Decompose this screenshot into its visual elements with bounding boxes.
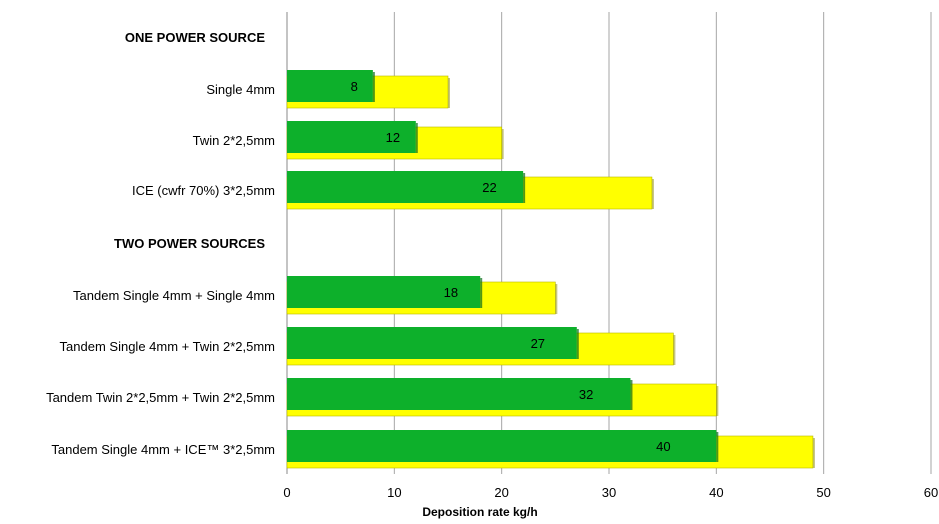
bar-green-shadow bbox=[630, 380, 633, 410]
bar-yellow-shadow bbox=[501, 129, 504, 159]
x-tick-label: 60 bbox=[924, 485, 938, 500]
bar-green bbox=[287, 327, 577, 359]
bars bbox=[286, 70, 815, 469]
data-labels: 8 12 22 18 27 32 40 bbox=[351, 79, 671, 454]
bar-green bbox=[287, 276, 481, 308]
bar-green-shadow bbox=[576, 329, 579, 359]
category-label: Tandem Single 4mm + ICE™ 3*2,5mm bbox=[51, 442, 275, 457]
category-labels: ONE POWER SOURCE Single 4mm Twin 2*2,5mm IC… bbox=[46, 30, 275, 457]
data-label: 32 bbox=[579, 387, 593, 402]
bar-green-shadow bbox=[415, 123, 418, 153]
group-header-label: ONE POWER SOURCE bbox=[125, 30, 265, 45]
data-label: 22 bbox=[482, 180, 496, 195]
data-label: 8 bbox=[351, 79, 358, 94]
x-axis-title: Deposition rate kg/h bbox=[422, 505, 537, 519]
bar-green bbox=[287, 171, 524, 203]
x-tick-label: 30 bbox=[602, 485, 616, 500]
data-label: 18 bbox=[444, 285, 458, 300]
bar-green bbox=[287, 430, 717, 462]
data-label: 12 bbox=[386, 130, 400, 145]
bar-yellow-shadow bbox=[812, 438, 815, 468]
bar-yellow-shadow bbox=[651, 179, 654, 209]
x-tick-label: 10 bbox=[387, 485, 401, 500]
bar-yellow-shadow bbox=[555, 284, 558, 314]
x-tick-label: 40 bbox=[709, 485, 723, 500]
bar-green bbox=[287, 378, 631, 410]
bar-yellow-shadow bbox=[673, 335, 676, 365]
bar-green bbox=[287, 121, 416, 153]
bar-green bbox=[287, 70, 373, 102]
category-label: ICE (cwfr 70%) 3*2,5mm bbox=[132, 183, 275, 198]
category-label: Single 4mm bbox=[206, 82, 275, 97]
category-label: Twin 2*2,5mm bbox=[193, 133, 275, 148]
x-tick-label: 0 bbox=[283, 485, 290, 500]
bar-green-shadow bbox=[480, 278, 483, 308]
x-axis: 0 10 20 30 40 50 60 bbox=[283, 485, 938, 500]
data-label: 27 bbox=[531, 336, 545, 351]
bar-green-shadow bbox=[716, 432, 719, 462]
group-header-label: TWO POWER SOURCES bbox=[114, 236, 265, 251]
x-tick-label: 50 bbox=[816, 485, 830, 500]
data-label: 40 bbox=[656, 439, 670, 454]
bar-green-shadow bbox=[523, 173, 526, 203]
bar-green-shadow bbox=[372, 72, 375, 102]
bar-yellow-shadow bbox=[448, 78, 450, 108]
category-label: Tandem Single 4mm + Single 4mm bbox=[73, 288, 275, 303]
x-tick-label: 20 bbox=[494, 485, 508, 500]
bar-yellow-shadow bbox=[716, 386, 719, 416]
category-label: Tandem Single 4mm + Twin 2*2,5mm bbox=[60, 339, 275, 354]
category-label: Tandem Twin 2*2,5mm + Twin 2*2,5mm bbox=[46, 390, 275, 405]
